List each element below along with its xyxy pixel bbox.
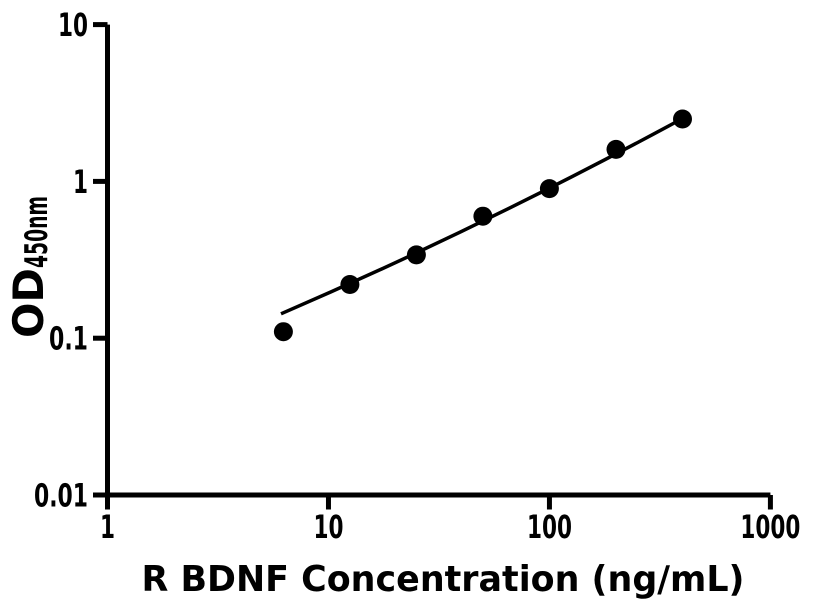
y-tick-label-1: 1 [73, 163, 88, 201]
y-tick-label-0.01: 0.01 [34, 477, 88, 515]
axes-group [93, 22, 773, 510]
data-point [473, 206, 493, 226]
axis-line [105, 24, 771, 498]
tick-labels-group: 0.01 0.1 1 10 1 10 100 1000 [34, 6, 800, 546]
y-axis-title-subscript: 450nm [19, 196, 55, 268]
x-tick-label-1000: 1000 [740, 508, 800, 546]
x-axis-title: R BDNF Concentration (ng/mL) [142, 559, 745, 600]
data-point [340, 275, 360, 294]
plot-area [273, 109, 692, 342]
y-axis-title: OD450nm [4, 196, 55, 338]
x-tick-label-1: 1 [100, 508, 115, 546]
data-point [606, 139, 626, 159]
data-point [273, 322, 293, 342]
y-tick-label-0.1: 0.1 [49, 320, 88, 358]
data-point [673, 109, 692, 129]
x-tick-label-10: 10 [313, 508, 343, 546]
data-point [406, 245, 426, 265]
y-tick-label-10: 10 [58, 6, 88, 44]
x-tick-label-100: 100 [527, 508, 572, 546]
y-axis-title-main: OD [4, 268, 53, 338]
data-point [539, 179, 559, 199]
